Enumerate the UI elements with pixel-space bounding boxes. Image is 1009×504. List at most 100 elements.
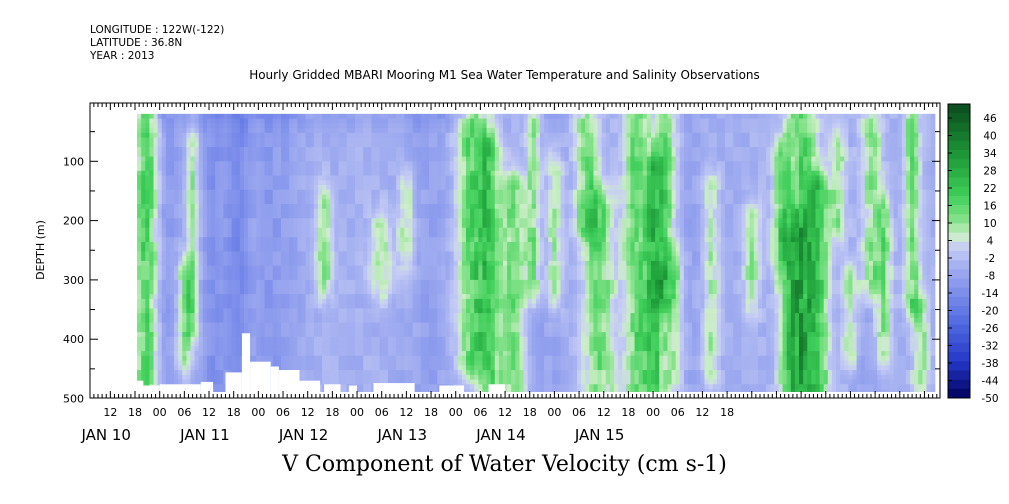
field-cell bbox=[334, 161, 340, 167]
field-cell bbox=[400, 298, 405, 305]
field-cell bbox=[367, 123, 373, 129]
field-cell bbox=[391, 156, 397, 162]
field-cell bbox=[404, 251, 410, 257]
field-cell bbox=[470, 128, 475, 134]
field-cell bbox=[441, 132, 447, 139]
field-cell bbox=[404, 379, 410, 385]
field-cell bbox=[367, 118, 373, 124]
field-cell bbox=[293, 142, 299, 148]
field-cell bbox=[186, 308, 192, 314]
field-cell bbox=[206, 147, 212, 153]
field-cell bbox=[268, 289, 274, 295]
field-cell bbox=[161, 270, 167, 276]
field-cell bbox=[202, 256, 208, 262]
field-cell bbox=[206, 284, 212, 290]
field-cell bbox=[461, 204, 467, 210]
field-cell bbox=[174, 137, 179, 143]
field-cell bbox=[137, 218, 142, 224]
field-cell bbox=[470, 218, 475, 224]
field-cell bbox=[387, 213, 393, 219]
field-cell bbox=[474, 213, 479, 219]
field-cell bbox=[400, 113, 405, 120]
field-cell bbox=[396, 137, 401, 143]
field-cell bbox=[474, 303, 479, 309]
field-cell bbox=[223, 355, 229, 362]
field-cell bbox=[276, 265, 282, 272]
field-cell bbox=[482, 204, 488, 210]
field-cell bbox=[445, 270, 451, 276]
field-cell bbox=[449, 132, 455, 139]
field-cell bbox=[174, 227, 179, 234]
field-cell bbox=[326, 370, 331, 376]
field-cell bbox=[301, 355, 307, 362]
field-cell bbox=[141, 294, 146, 300]
field-cell bbox=[387, 137, 393, 143]
field-cell bbox=[239, 313, 245, 319]
field-cell bbox=[276, 284, 282, 290]
field-cell bbox=[338, 332, 344, 338]
field-cell bbox=[338, 170, 344, 177]
field-cell bbox=[461, 227, 467, 234]
field-cell bbox=[474, 294, 479, 300]
field-cell bbox=[293, 275, 299, 281]
field-cell bbox=[317, 341, 323, 347]
field-cell bbox=[186, 289, 192, 295]
field-cell bbox=[161, 128, 167, 134]
field-cell bbox=[391, 341, 397, 347]
field-cell bbox=[363, 260, 368, 267]
field-cell bbox=[478, 137, 484, 143]
field-cell bbox=[137, 151, 142, 158]
field-cell bbox=[231, 284, 237, 290]
field-cell bbox=[354, 322, 360, 328]
field-cell bbox=[367, 294, 373, 300]
field-cell bbox=[137, 199, 142, 205]
field-cell bbox=[367, 365, 373, 371]
field-cell bbox=[260, 204, 266, 210]
field-cell bbox=[359, 208, 364, 215]
field-cell bbox=[256, 289, 262, 295]
field-cell bbox=[470, 166, 475, 172]
field-cell bbox=[359, 289, 364, 295]
field-cell bbox=[416, 360, 422, 366]
field-cell bbox=[153, 360, 159, 366]
field-cell bbox=[285, 189, 290, 196]
field-cell bbox=[301, 175, 307, 181]
field-cell bbox=[149, 308, 155, 314]
field-cell bbox=[334, 370, 340, 376]
field-cell bbox=[317, 137, 323, 143]
field-cell bbox=[182, 204, 187, 210]
field-cell bbox=[231, 151, 237, 158]
field-cell bbox=[379, 137, 385, 143]
field-cell bbox=[350, 142, 356, 148]
field-cell bbox=[453, 336, 459, 343]
field-cell bbox=[252, 346, 257, 352]
field-cell bbox=[457, 332, 463, 338]
field-cell bbox=[317, 161, 323, 167]
field-cell bbox=[387, 374, 393, 381]
field-cell bbox=[441, 284, 447, 290]
field-cell bbox=[206, 279, 212, 286]
field-cell bbox=[482, 185, 488, 191]
field-cell bbox=[157, 336, 163, 343]
field-cell bbox=[363, 336, 368, 343]
field-cell bbox=[441, 374, 447, 381]
field-cell bbox=[428, 237, 434, 243]
field-cell bbox=[260, 142, 266, 148]
field-cell bbox=[346, 199, 352, 205]
field-cell bbox=[235, 246, 241, 253]
field-cell bbox=[235, 260, 241, 267]
field-cell bbox=[338, 113, 344, 120]
field-cell bbox=[268, 270, 274, 276]
field-cell bbox=[457, 185, 463, 191]
field-cell bbox=[145, 113, 150, 120]
field-cell bbox=[466, 379, 471, 385]
field-cell bbox=[248, 208, 253, 215]
field-cell bbox=[293, 246, 299, 253]
field-cell bbox=[194, 365, 200, 371]
field-cell bbox=[235, 365, 241, 371]
field-cell bbox=[145, 322, 150, 328]
field-cell bbox=[433, 208, 438, 215]
field-cell bbox=[387, 180, 393, 186]
field-cell bbox=[313, 204, 319, 210]
field-cell bbox=[457, 303, 463, 309]
